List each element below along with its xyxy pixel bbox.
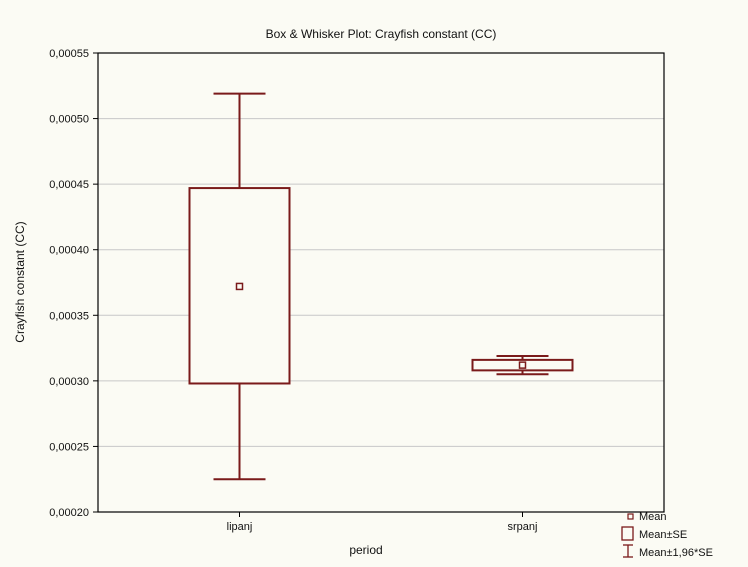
y-tick-label: 0,00055 — [49, 48, 89, 60]
x-tick-label: srpanj — [508, 521, 538, 533]
x-axis-label: period — [349, 543, 382, 557]
y-tick-label: 0,00045 — [49, 179, 89, 191]
legend-label-ci: Mean±1,96*SE — [639, 547, 713, 559]
mean-marker — [518, 361, 527, 369]
x-tick-label: lipanj — [227, 521, 253, 533]
chart-title: Box & Whisker Plot: Crayfish constant (C… — [266, 27, 497, 41]
y-tick-label: 0,00020 — [49, 507, 89, 519]
legend-label-mean: Mean — [639, 511, 667, 523]
legend-label-se: Mean±SE — [639, 529, 687, 541]
legend-whisker-icon — [623, 544, 633, 558]
y-tick-label: 0,00040 — [49, 245, 89, 257]
y-tick-label: 0,00025 — [49, 441, 89, 453]
y-tick-label: 0,00035 — [49, 310, 89, 322]
y-tick-label: 0,00050 — [49, 114, 89, 126]
x-axis: lipanj srpanj — [227, 512, 538, 533]
mean-marker — [235, 282, 244, 291]
legend-se-box-icon — [621, 526, 634, 541]
y-tick-label: 0,00030 — [49, 376, 89, 388]
y-axis: 0,00020 0,00025 0,00030 0,00035 0,00040 0,000… — [49, 48, 98, 519]
legend-mean-icon — [627, 513, 634, 520]
plot-area — [97, 52, 665, 513]
boxes — [188, 92, 574, 481]
box-srpanj — [471, 354, 574, 376]
y-axis-label: Crayfish constant (CC) — [13, 221, 27, 342]
box-lipanj — [188, 92, 291, 481]
legend: Mean Mean±SE Mean±1,96*SE — [621, 511, 713, 559]
